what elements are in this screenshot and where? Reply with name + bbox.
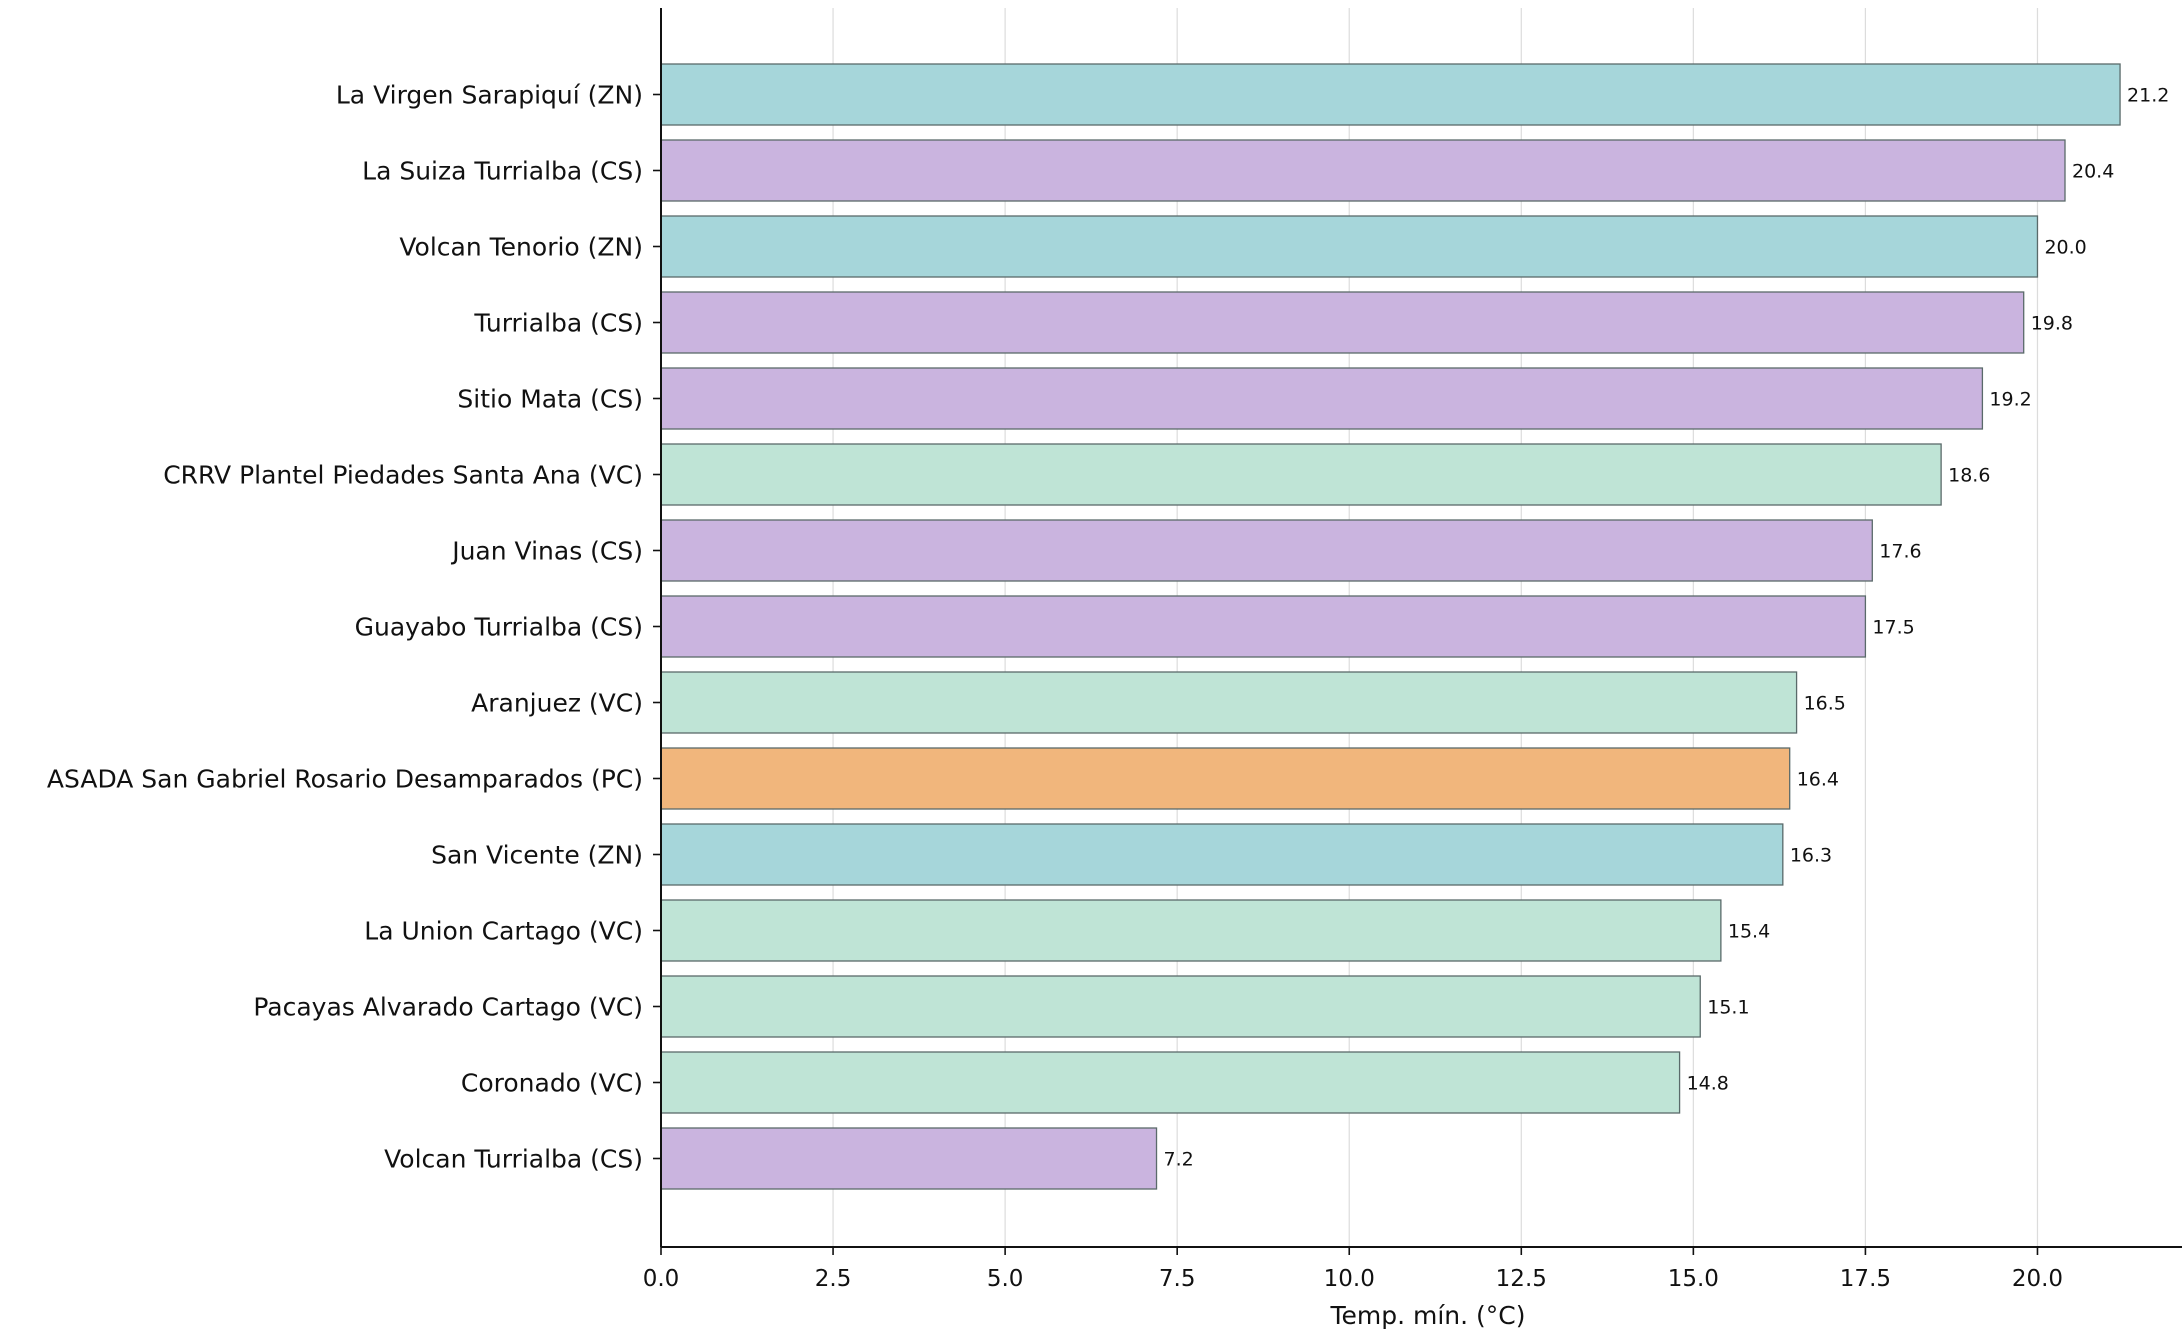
category-label: Coronado (VC) [461,1069,643,1098]
category-label: San Vicente (ZN) [431,841,643,870]
category-label: Pacayas Alvarado Cartago (VC) [253,993,643,1022]
category-label: La Suiza Turrialba (CS) [362,157,643,186]
bar [660,671,1798,734]
category-label: La Virgen Sarapiquí (ZN) [336,81,643,110]
bar [660,595,1867,658]
category-label: Aranjuez (VC) [471,689,643,718]
bar-value-label: 20.0 [2044,237,2086,259]
category-label: Guayabo Turrialba (CS) [355,613,643,642]
x-tick-label: 0.0 [643,1266,680,1292]
category-labels: La Virgen Sarapiquí (ZN) La Suiza Turrial… [47,81,643,1174]
category-label: Volcan Turrialba (CS) [384,1145,643,1174]
bar-value-label: 18.6 [1948,465,1990,487]
bar [660,519,1873,582]
bar-value-label: 16.4 [1797,769,1839,791]
category-label: Turrialba (CS) [473,309,643,338]
bar [660,1127,1158,1190]
x-tick-label: 20.0 [2012,1266,2063,1292]
x-tick-label: 2.5 [815,1266,852,1292]
x-tick-label: 5.0 [987,1266,1024,1292]
bar [660,975,1701,1038]
category-label: ASADA San Gabriel Rosario Desamparados (… [47,765,643,794]
bar-value-label: 20.4 [2072,161,2114,183]
bars [660,63,2121,1190]
bar-value-label: 14.8 [1687,1073,1729,1095]
category-label: La Union Cartago (VC) [364,917,643,946]
bar-value-label: 17.6 [1879,541,1921,563]
x-tick-label: 10.0 [1324,1266,1375,1292]
bar-value-label: 16.5 [1804,693,1846,715]
bar [660,823,1784,886]
bar [660,367,1984,430]
category-label: CRRV Plantel Piedades Santa Ana (VC) [163,461,643,490]
bar-value-label: 16.3 [1790,845,1832,867]
bar-value-label: 15.4 [1728,921,1770,943]
bar [660,1051,1681,1114]
bar [660,215,2039,278]
bar-value-label: 15.1 [1707,997,1749,1019]
bar-value-label: 19.2 [1989,389,2031,411]
category-label: Sitio Mata (CS) [457,385,643,414]
bar-value-label: 17.5 [1872,617,1914,639]
x-tick-label: 17.5 [1840,1266,1891,1292]
category-label: Juan Vinas (CS) [450,537,643,566]
x-tick-label: 12.5 [1496,1266,1547,1292]
axes: 0.0 2.5 5.0 7.5 10.0 12.5 15.0 17.5 20.0 [643,8,2182,1292]
bar [660,443,1942,506]
bar [660,747,1791,810]
data-labels: 21.2 20.4 20.0 19.8 19.2 18.6 17.6 17.5 16.5 16.4… [1164,85,2170,1171]
bar [660,139,2066,202]
bar [660,63,2121,126]
bar [660,291,2025,354]
x-tick-label: 15.0 [1668,1266,1719,1292]
bar-value-label: 21.2 [2127,85,2169,107]
bar [660,899,1722,962]
x-tick-label: 7.5 [1159,1266,1196,1292]
x-axis-title: Temp. mín. (°C) [1329,1301,1525,1330]
category-label: Volcan Tenorio (ZN) [399,233,643,262]
bar-value-label: 7.2 [1164,1149,1194,1171]
bar-value-label: 19.8 [2031,313,2073,335]
